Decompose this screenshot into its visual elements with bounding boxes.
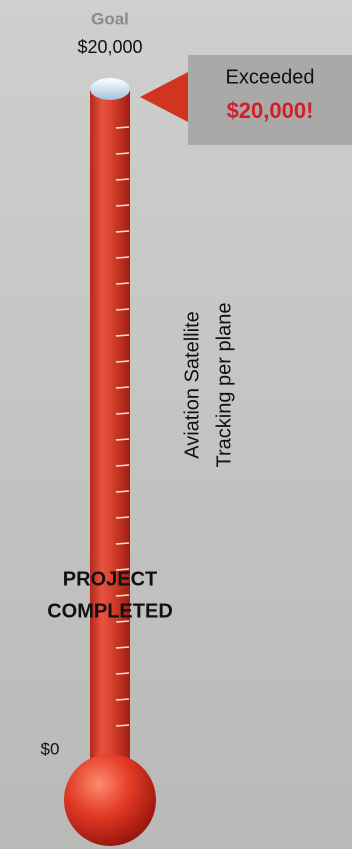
tube-tick: [115, 334, 130, 337]
tube-tick: [115, 724, 130, 727]
tube-cap: [90, 78, 130, 100]
tube-tick: [115, 464, 130, 467]
tube-tick: [115, 230, 130, 233]
tube-tick: [115, 568, 130, 571]
tube-tick: [115, 490, 130, 493]
tube-tick: [115, 594, 130, 597]
tube-tick: [115, 620, 130, 623]
callout-box: [188, 55, 352, 145]
tube-tick: [115, 178, 130, 181]
tube-tick: [115, 282, 130, 285]
tube-tick: [115, 360, 130, 363]
goal-label: Goal: [91, 9, 129, 28]
project-status-line: PROJECT: [63, 568, 157, 590]
tube-tick: [115, 542, 130, 545]
tube-ticks: [115, 126, 130, 727]
project-name-line: Aviation Satellite: [181, 311, 203, 459]
tube-tick: [115, 438, 130, 441]
tube-tick: [115, 204, 130, 207]
callout-pointer: [140, 72, 188, 122]
goal-amount: $20,000: [77, 37, 142, 57]
tube-tick: [115, 386, 130, 389]
tube-tick: [115, 672, 130, 675]
tube-tick: [115, 308, 130, 311]
bulb: [64, 754, 156, 846]
callout-amount: $20,000!: [227, 98, 314, 123]
tube-tick: [115, 646, 130, 649]
tube-tick: [115, 698, 130, 701]
project-status-line: COMPLETED: [47, 600, 173, 622]
tube-tick: [115, 516, 130, 519]
callout-status: Exceeded: [226, 66, 315, 88]
tube-tick: [115, 256, 130, 259]
tube-tick: [115, 152, 130, 155]
tube-tick: [115, 126, 130, 129]
tube: [90, 88, 130, 768]
project-name-line: Tracking per plane: [213, 303, 235, 468]
base-label: $0: [41, 739, 60, 758]
tube-tick: [115, 412, 130, 415]
